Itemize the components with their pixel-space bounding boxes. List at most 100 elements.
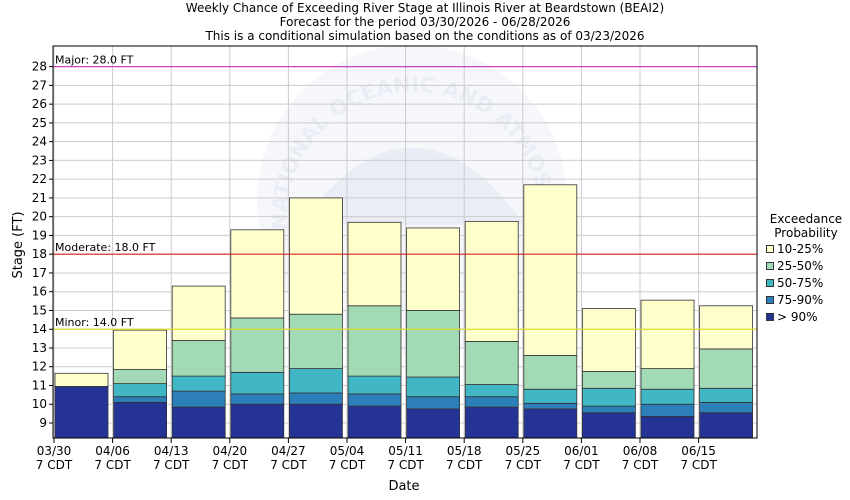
flood-level-label: Major: 28.0 FT — [55, 54, 134, 67]
legend-label: 75-90% — [777, 292, 824, 307]
bar-segment-week8-50-75 — [464, 384, 519, 398]
y-tick-label: 27 — [32, 78, 47, 92]
x-tick-label-date: 05/25 — [506, 444, 541, 458]
bar-segment-week5-25-50 — [288, 313, 343, 370]
x-tick-label-time: 7 CDT — [329, 458, 366, 472]
bar-segment-week1-10-25 — [54, 372, 109, 387]
bar-segment-week3-75-90 — [171, 390, 226, 408]
bar-segment-week4-50-75 — [230, 371, 285, 395]
legend-item: 25-50% — [766, 257, 846, 274]
bar-segment-week5-10-25 — [288, 197, 343, 315]
legend-swatch — [766, 261, 774, 270]
x-tick-label-date: 04/27 — [271, 444, 306, 458]
y-tick-label: 12 — [32, 360, 47, 374]
x-tick-label-time: 7 CDT — [563, 458, 600, 472]
bar-segment-week8-75-90 — [464, 396, 519, 408]
bar-segment-week4-90 — [230, 403, 285, 439]
bar-segment-week7-10-25 — [406, 227, 461, 311]
bar-segment-week10-90 — [582, 412, 636, 439]
legend-swatch — [766, 244, 774, 253]
chart-bars — [54, 184, 753, 439]
bar-segment-week2-75-90 — [113, 396, 167, 403]
bar-segment-week2-25-50 — [113, 369, 167, 385]
y-tick-label: 9 — [39, 416, 47, 430]
legend: Exceedance Probability 10-25% 25-50% 50-75… — [766, 212, 846, 325]
bar-segment-week5-75-90 — [288, 392, 343, 405]
bar-segment-week9-10-25 — [523, 184, 578, 356]
bar-segment-week10-25-50 — [582, 371, 636, 389]
flood-level-lines: Major: 28.0 FT Moderate: 18.0 FT Minor: 14… — [53, 54, 757, 330]
bar-segment-week12-10-25 — [699, 305, 753, 350]
bar-segment-week3-50-75 — [171, 375, 226, 392]
x-tick-label-date: 06/01 — [564, 444, 599, 458]
x-tick-label-time: 7 CDT — [212, 458, 249, 472]
y-tick-label: 19 — [32, 228, 47, 242]
bar-segment-week4-75-90 — [230, 393, 285, 405]
bar-segment-week4-10-25 — [230, 229, 285, 319]
legend-swatch — [766, 278, 774, 287]
y-axis: 9 10 11 12 13 14 15 16 17 18 19 20 21 22 23 24 25 26 27 28 — [32, 60, 53, 430]
flood-level-label: Moderate: 18.0 FT — [55, 241, 156, 254]
x-tick-label-date: 04/13 — [154, 444, 189, 458]
bar-segment-week11-25-50 — [640, 368, 695, 390]
y-tick-label: 11 — [32, 378, 47, 392]
y-tick-label: 22 — [32, 172, 47, 186]
bar-segment-week12-90 — [699, 412, 753, 439]
x-tick-label-time: 7 CDT — [680, 458, 717, 472]
bar-segment-week7-50-75 — [406, 376, 461, 398]
x-tick-label-date: 05/04 — [330, 444, 365, 458]
bar-segment-week9-25-50 — [523, 355, 578, 390]
bar-segment-week7-75-90 — [406, 396, 461, 410]
bar-segment-week3-10-25 — [171, 285, 226, 341]
bar-segment-week11-90 — [640, 416, 695, 439]
bar-segment-week4-25-50 — [230, 317, 285, 373]
y-tick-label: 24 — [32, 135, 47, 149]
bar-segment-week12-75-90 — [699, 401, 753, 414]
x-tick-label-date: 06/15 — [681, 444, 716, 458]
chart-title-line-3: This is a conditional simulation based o… — [205, 29, 645, 43]
legend-item: 10-25% — [766, 240, 846, 257]
legend-item: 50-75% — [766, 274, 846, 291]
bar-segment-week10-50-75 — [582, 387, 636, 407]
x-tick-label-date: 05/18 — [447, 444, 482, 458]
y-tick-label: 23 — [32, 153, 47, 167]
legend-items: 10-25% 25-50% 50-75% 75-90% > 90% — [766, 240, 846, 325]
x-tick-label-time: 7 CDT — [446, 458, 483, 472]
bar-segment-week8-90 — [464, 406, 519, 439]
bar-segment-week6-10-25 — [347, 221, 402, 307]
legend-label: 10-25% — [777, 241, 824, 256]
bar-segment-week2-90 — [113, 401, 167, 439]
chart-title-line-1: Weekly Chance of Exceeding River Stage a… — [185, 1, 665, 15]
bar-segment-week12-25-50 — [699, 348, 753, 389]
x-tick-label-time: 7 CDT — [36, 458, 73, 472]
x-tick-label-time: 7 CDT — [387, 458, 424, 472]
x-tick-label-time: 7 CDT — [94, 458, 131, 472]
x-tick-label-time: 7 CDT — [622, 458, 659, 472]
bar-segment-week7-90 — [406, 408, 461, 439]
legend-swatch — [766, 295, 774, 304]
y-tick-label: 13 — [32, 341, 47, 355]
legend-title-line-1: Exceedance — [769, 212, 843, 226]
y-tick-label: 10 — [32, 397, 47, 411]
bar-segment-week10-10-25 — [582, 308, 636, 372]
y-tick-label: 15 — [32, 303, 47, 317]
legend-item: > 90% — [766, 308, 846, 325]
x-tick-label-time: 7 CDT — [270, 458, 307, 472]
y-tick-label: 14 — [32, 322, 47, 336]
bar-segment-week6-25-50 — [347, 305, 402, 377]
x-tick-label-date: 06/08 — [623, 444, 658, 458]
legend-item: 75-90% — [766, 291, 846, 308]
x-tick-label-date: 03/30 — [37, 444, 72, 458]
bar-segment-week3-90 — [171, 406, 226, 439]
y-tick-label: 21 — [32, 191, 47, 205]
bar-segment-week9-90 — [523, 408, 578, 439]
bar-segment-week11-50-75 — [640, 388, 695, 405]
y-tick-label: 25 — [32, 116, 47, 130]
legend-title-line-2: Probability — [774, 226, 838, 240]
bar-segment-week11-10-25 — [640, 299, 695, 370]
bar-segment-week7-25-50 — [406, 310, 461, 378]
bar-segment-week5-90 — [288, 403, 343, 439]
bar-segment-week12-50-75 — [699, 387, 753, 403]
